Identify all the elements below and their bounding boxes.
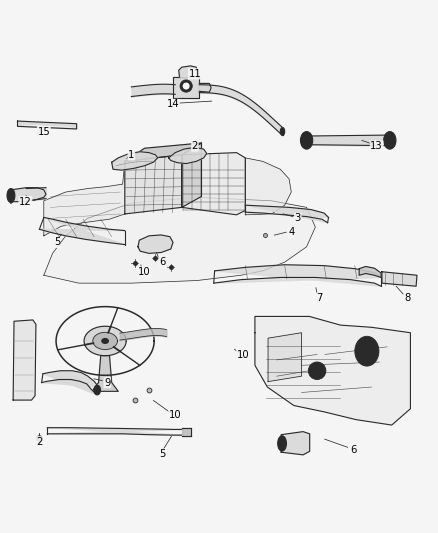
Polygon shape — [112, 152, 158, 170]
Ellipse shape — [101, 338, 109, 344]
Polygon shape — [182, 152, 245, 215]
Polygon shape — [173, 77, 199, 98]
Ellipse shape — [300, 132, 313, 149]
Ellipse shape — [359, 341, 374, 361]
Text: 5: 5 — [54, 237, 60, 247]
Text: 12: 12 — [19, 197, 32, 207]
Polygon shape — [47, 427, 183, 435]
Polygon shape — [182, 143, 201, 207]
Polygon shape — [382, 272, 417, 286]
Text: 10: 10 — [169, 410, 181, 421]
Ellipse shape — [303, 134, 310, 147]
Text: 13: 13 — [371, 141, 383, 151]
Text: 5: 5 — [159, 449, 165, 459]
Text: 7: 7 — [317, 293, 323, 303]
Ellipse shape — [94, 385, 100, 395]
Text: 14: 14 — [167, 100, 179, 109]
Polygon shape — [44, 197, 315, 283]
Text: 4: 4 — [288, 228, 294, 237]
Text: 1: 1 — [128, 150, 134, 160]
Polygon shape — [39, 217, 125, 245]
Polygon shape — [13, 320, 36, 400]
Text: 8: 8 — [404, 293, 410, 303]
Polygon shape — [359, 266, 381, 278]
Polygon shape — [42, 371, 99, 394]
Polygon shape — [199, 84, 211, 92]
Text: 10: 10 — [237, 350, 249, 360]
Polygon shape — [268, 333, 301, 382]
Text: 6: 6 — [351, 445, 357, 455]
Polygon shape — [125, 143, 201, 161]
Ellipse shape — [355, 336, 379, 366]
Polygon shape — [281, 432, 310, 455]
Text: 6: 6 — [159, 257, 165, 267]
Ellipse shape — [9, 191, 13, 200]
Polygon shape — [245, 205, 328, 223]
Text: 10: 10 — [138, 266, 151, 277]
Polygon shape — [125, 155, 182, 214]
Polygon shape — [179, 66, 197, 77]
Polygon shape — [214, 265, 381, 286]
Polygon shape — [93, 333, 117, 350]
Ellipse shape — [384, 132, 396, 149]
Text: 2: 2 — [192, 141, 198, 151]
Polygon shape — [138, 235, 173, 253]
Polygon shape — [255, 317, 410, 425]
Circle shape — [308, 362, 326, 379]
Text: 9: 9 — [104, 377, 110, 387]
Polygon shape — [92, 356, 118, 391]
Ellipse shape — [278, 436, 286, 451]
Ellipse shape — [386, 134, 393, 147]
Polygon shape — [11, 188, 46, 203]
Text: 11: 11 — [188, 69, 201, 79]
Ellipse shape — [280, 127, 285, 135]
Text: 3: 3 — [295, 213, 301, 223]
Polygon shape — [84, 326, 126, 356]
Text: 15: 15 — [37, 127, 50, 136]
Polygon shape — [245, 158, 291, 215]
Ellipse shape — [7, 189, 15, 203]
Ellipse shape — [280, 439, 284, 448]
Text: 2: 2 — [36, 437, 42, 447]
Polygon shape — [18, 121, 77, 129]
Circle shape — [183, 83, 190, 90]
Polygon shape — [169, 147, 207, 164]
Polygon shape — [44, 161, 125, 236]
Circle shape — [180, 80, 192, 92]
